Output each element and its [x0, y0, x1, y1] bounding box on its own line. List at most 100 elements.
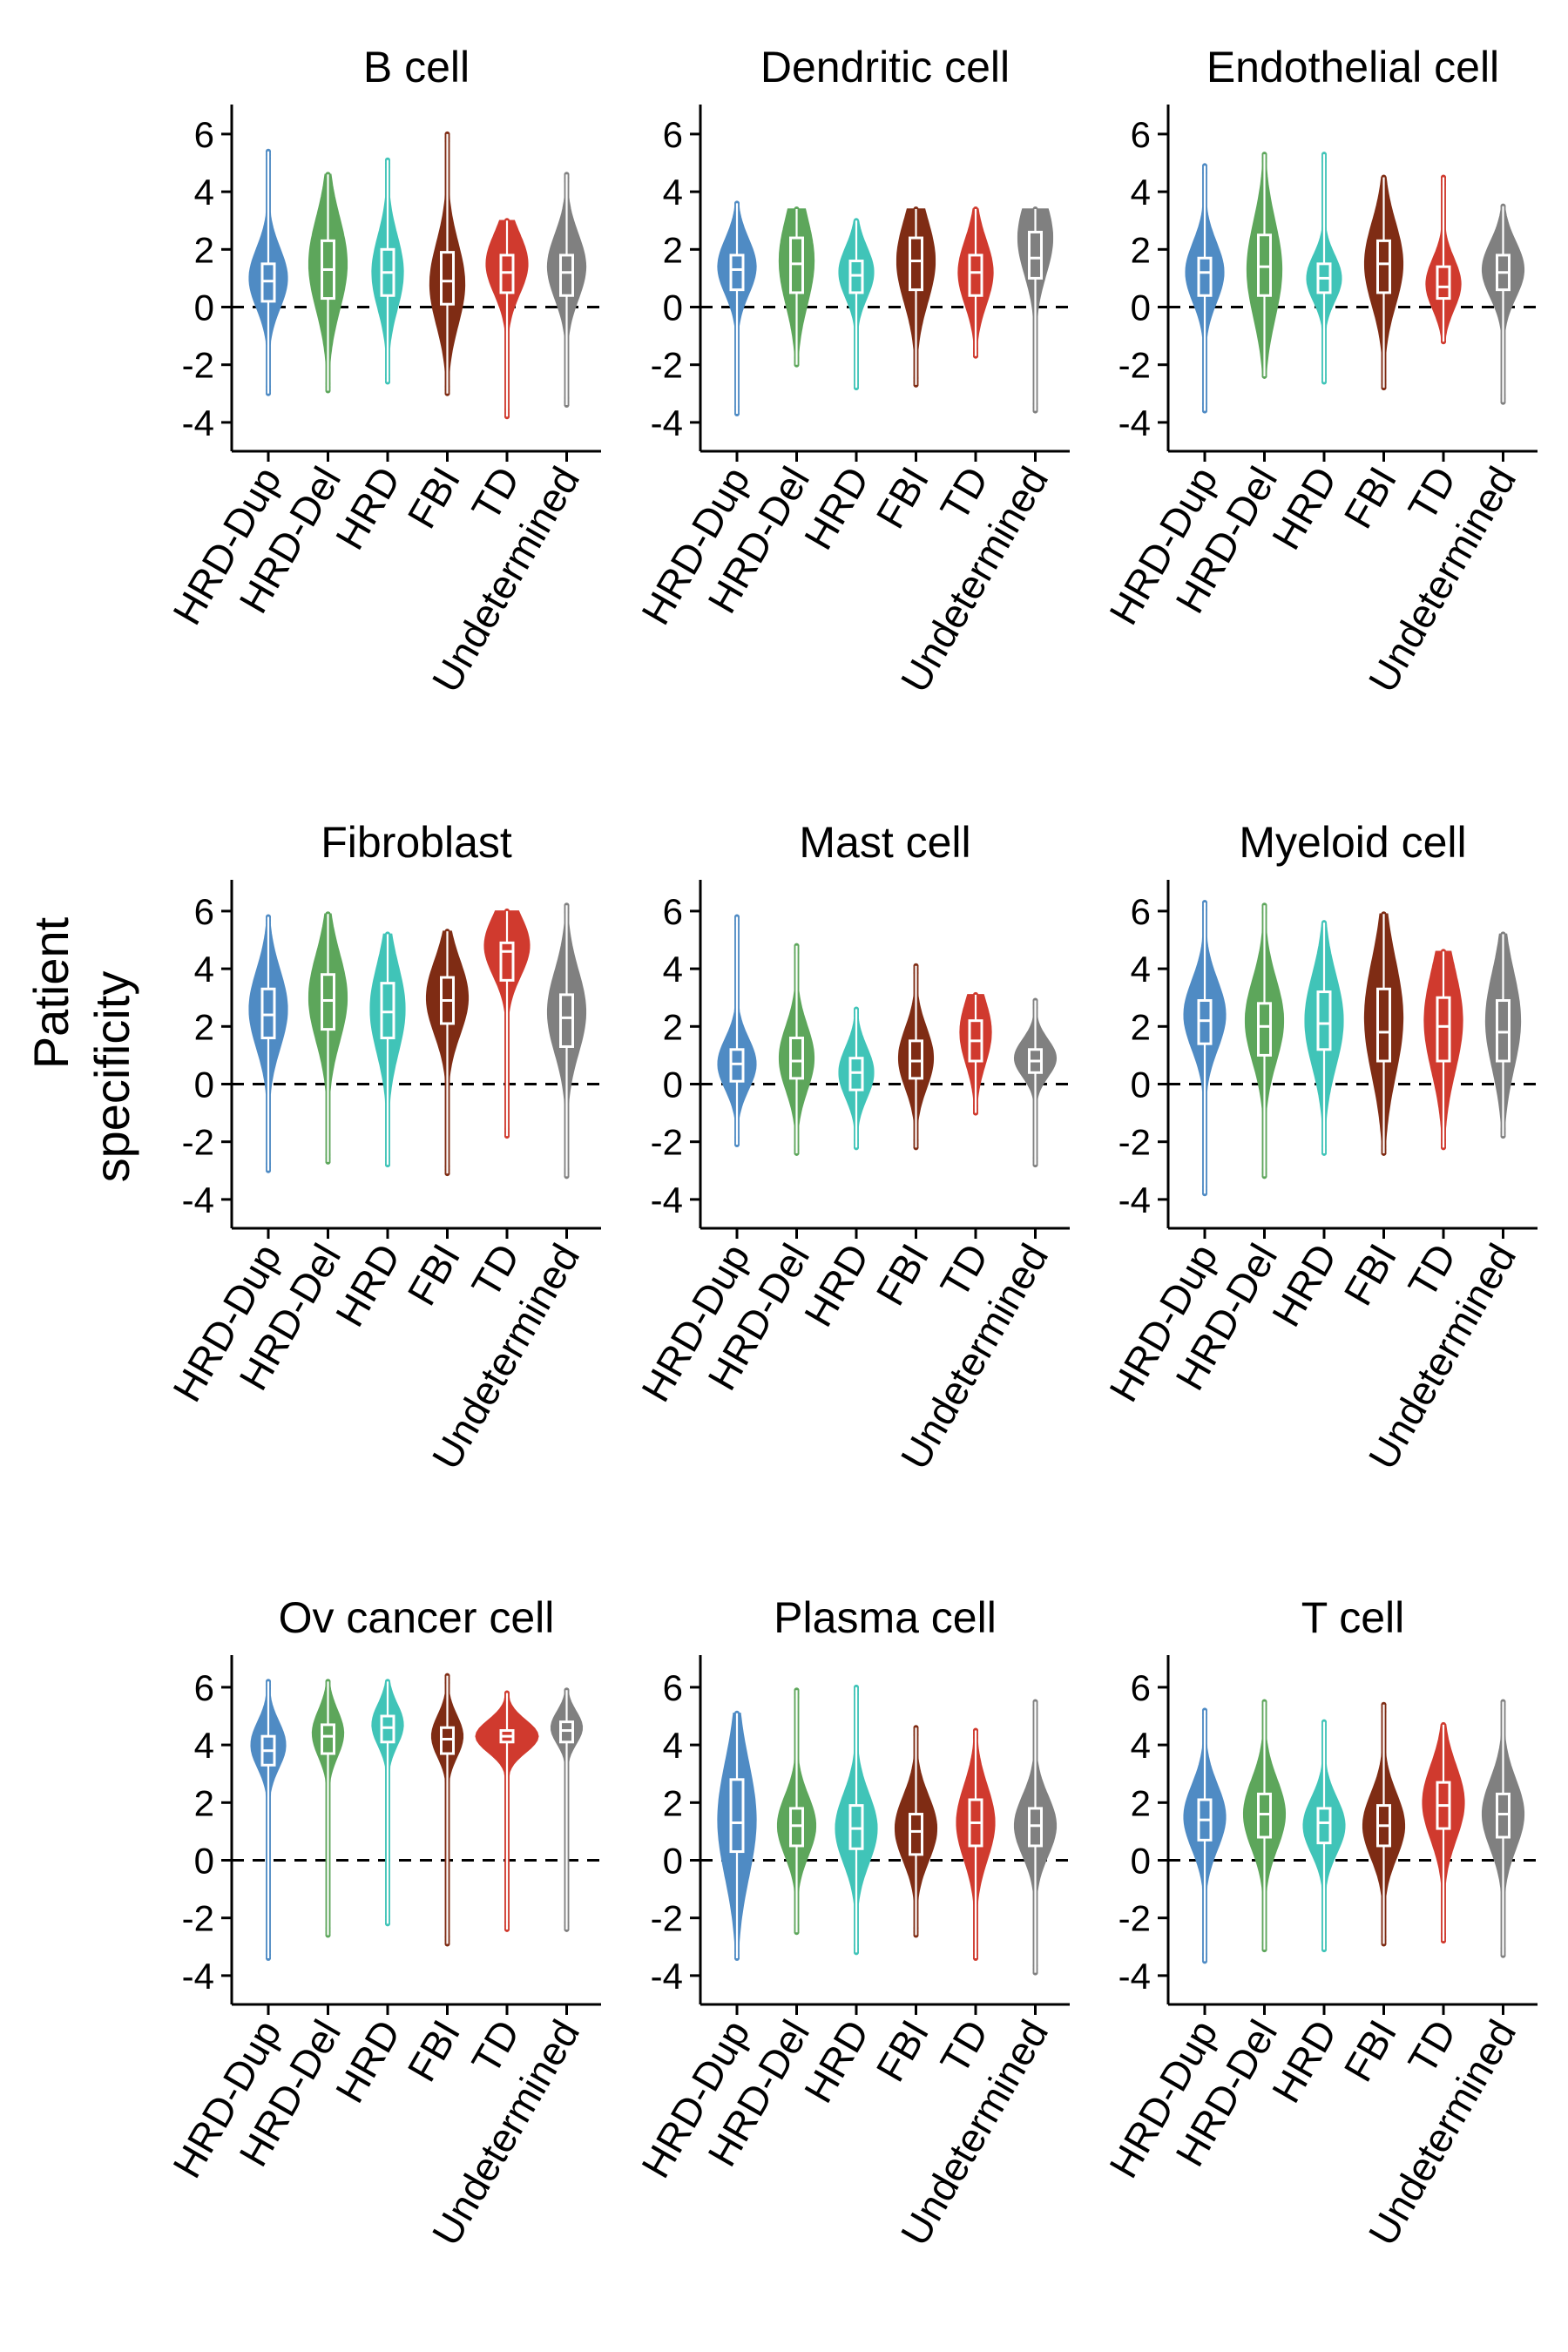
y-tick-label: 6 — [194, 891, 214, 932]
box-TD — [499, 941, 515, 982]
box-Undetermined — [1496, 999, 1511, 1063]
panel-title: Endothelial cell — [1206, 43, 1499, 91]
panel-8: T cell6420-2-4HRD-DupHRD-DelHRDFBITDUnde… — [1100, 1593, 1538, 2253]
x-tick-label: FBI — [1335, 459, 1405, 536]
box-TD — [499, 253, 515, 294]
x-tick-label: HRD — [327, 459, 409, 557]
panel-title: Dendritic cell — [760, 43, 1010, 91]
x-tick-label: FBI — [398, 1236, 469, 1313]
y-tick-label: -2 — [651, 345, 683, 386]
y-tick-label: -4 — [651, 402, 683, 443]
box-Undetermined — [559, 1720, 574, 1744]
box-HRD-Dup — [260, 262, 276, 303]
x-tick-label: FBI — [867, 1236, 937, 1313]
y-tick-label: 6 — [1131, 114, 1151, 155]
box-HRD — [1316, 990, 1332, 1051]
panel-title: Myeloid cell — [1239, 818, 1466, 867]
box-HRD — [848, 1057, 864, 1092]
box-TD — [1436, 265, 1451, 301]
panel-title: Mast cell — [799, 818, 970, 867]
box-HRD — [848, 1804, 864, 1850]
box-HRD-Del — [1257, 233, 1272, 297]
box-HRD-Del — [789, 1807, 804, 1848]
box-HRD — [848, 260, 864, 294]
y-tick-label: 6 — [663, 1667, 683, 1708]
panel-4: Mast cell6420-2-4HRD-DupHRD-DelHRDFBITDU… — [632, 818, 1070, 1477]
panels-group: B cell6420-2-4HRD-DupHRD-DelHRDFBITDUnde… — [164, 43, 1538, 2253]
y-tick-label: 0 — [194, 1064, 214, 1105]
x-tick-label: HRD — [795, 1236, 878, 1334]
x-tick-label: FBI — [867, 459, 937, 536]
box-TD — [968, 253, 983, 297]
box-Undetermined — [559, 993, 574, 1048]
y-tick-label: 2 — [1131, 229, 1151, 270]
y-tick-label: 6 — [194, 1667, 214, 1708]
y-tick-label: -2 — [651, 1898, 683, 1939]
y-tick-label: 6 — [1131, 891, 1151, 932]
y-tick-label: 0 — [194, 287, 214, 328]
box-HRD-Del — [321, 1723, 335, 1755]
box-TD — [1436, 996, 1451, 1063]
box-FBI — [440, 251, 455, 306]
y-tick-label: 4 — [194, 1725, 214, 1766]
y-tick-label: 2 — [194, 229, 214, 270]
y-tick-label: -2 — [1119, 1122, 1151, 1163]
violin-TD — [1423, 950, 1463, 1149]
y-axis-label-line1: Patient — [24, 916, 78, 1069]
y-tick-label: 4 — [1131, 172, 1151, 213]
box-HRD-Del — [1257, 1792, 1272, 1839]
x-tick-label: HRD — [327, 1236, 409, 1334]
y-tick-label: -2 — [651, 1122, 683, 1163]
box-FBI — [909, 236, 923, 292]
y-tick-label: 2 — [1131, 1006, 1151, 1047]
x-tick-label: FBI — [398, 2012, 469, 2089]
violin-TD — [959, 994, 992, 1114]
violin-HRD-Dup — [717, 1712, 757, 1959]
box-HRD-Dup — [729, 1048, 745, 1083]
box-Undetermined — [1028, 1807, 1043, 1848]
y-tick-label: -4 — [182, 1179, 214, 1220]
panel-1: Dendritic cell6420-2-4HRD-DupHRD-DelHRDF… — [632, 43, 1070, 700]
y-tick-label: -2 — [1119, 1898, 1151, 1939]
y-tick-label: 2 — [663, 229, 683, 270]
panel-0: B cell6420-2-4HRD-DupHRD-DelHRDFBITDUnde… — [164, 43, 601, 700]
box-HRD-Dup — [729, 253, 745, 292]
y-tick-label: -4 — [651, 1956, 683, 1997]
y-tick-label: 2 — [1131, 1782, 1151, 1823]
x-tick-label: HRD — [1263, 459, 1346, 557]
box-HRD-Del — [321, 973, 335, 1031]
box-FBI — [1376, 239, 1391, 294]
box-Undetermined — [1496, 1792, 1511, 1839]
box-HRD — [1316, 1807, 1332, 1845]
box-HRD-Dup — [1197, 999, 1213, 1045]
x-tick-label: HRD — [1263, 1236, 1346, 1334]
y-tick-label: 0 — [663, 1064, 683, 1105]
y-tick-label: 0 — [1131, 287, 1151, 328]
box-HRD-Del — [789, 1037, 804, 1080]
x-tick-label: HRD — [1263, 2012, 1346, 2110]
y-tick-label: 4 — [1131, 949, 1151, 990]
box-FBI — [1376, 987, 1391, 1063]
y-tick-label: 6 — [1131, 1667, 1151, 1708]
y-tick-label: 0 — [663, 287, 683, 328]
box-HRD-Del — [1257, 1002, 1272, 1057]
x-tick-label: HRD — [795, 2012, 878, 2110]
panel-title: T cell — [1301, 1593, 1405, 1642]
x-tick-label: FBI — [1335, 2012, 1405, 2089]
box-HRD-Dup — [260, 987, 276, 1040]
box-HRD — [380, 982, 395, 1040]
violin-Undetermined — [1484, 933, 1522, 1137]
y-tick-label: 2 — [663, 1006, 683, 1047]
panel-title: B cell — [363, 43, 470, 91]
panel-3: Fibroblast6420-2-4HRD-DupHRD-DelHRDFBITD… — [164, 818, 601, 1477]
y-tick-label: -4 — [1119, 402, 1151, 443]
box-HRD-Dup — [729, 1778, 745, 1854]
y-tick-label: -2 — [182, 345, 214, 386]
y-tick-label: 4 — [194, 172, 214, 213]
panel-title: Plasma cell — [774, 1593, 997, 1642]
panel-6: Ov cancer cell6420-2-4HRD-DupHRD-DelHRDF… — [164, 1593, 601, 2253]
y-tick-label: -4 — [1119, 1179, 1151, 1220]
y-tick-label: 2 — [194, 1782, 214, 1823]
y-axis-label-line2: specificity — [84, 971, 139, 1183]
